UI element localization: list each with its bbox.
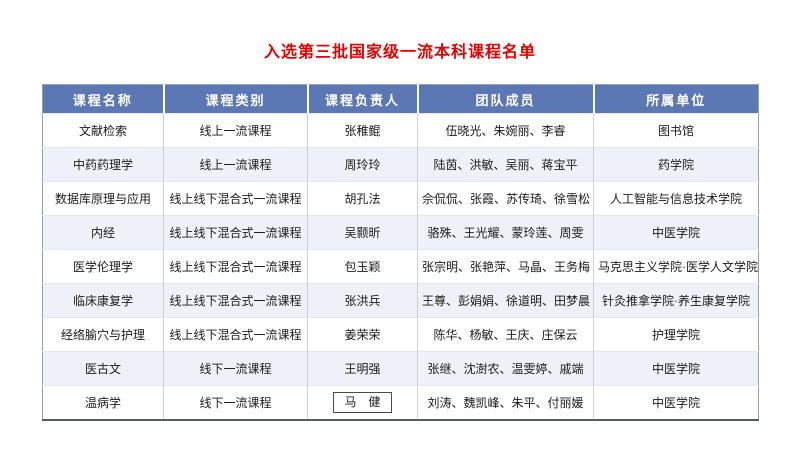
cell-course-category: 线上线下混合式一流课程 — [163, 317, 308, 352]
cell-team-members: 刘涛、魏凯峰、朱平、付丽媛 — [417, 385, 594, 420]
header-course-name: 课程名称 — [42, 84, 164, 114]
table-row: 文献检索 线上一流课程 张稚鲲 伍晓光、朱婉丽、李睿 图书馆 — [42, 113, 759, 148]
table-row: 中药药理学 线上一流课程 周玲玲 陆茵、洪敏、吴丽、蒋宝平 药学院 — [42, 147, 759, 182]
course-table-container: 课程名称 课程类别 课程负责人 团队成员 所属单位 文献检索 线上一流课程 张稚鲲伍… — [42, 84, 759, 421]
cell-course-category: 线上一流课程 — [163, 113, 308, 148]
cell-team-members: 陆茵、洪敏、吴丽、蒋宝平 — [417, 147, 594, 182]
cell-team-members: 伍晓光、朱婉丽、李睿 — [417, 113, 594, 148]
cell-unit: 中医学院 — [593, 385, 759, 420]
cell-course-category: 线上线下混合式一流课程 — [163, 215, 308, 250]
cell-team-members: 骆殊、王光耀、蒙玲莲、周雯 — [417, 215, 594, 250]
table-row: 经络腧穴与护理 线上线下混合式一流课程 姜荣荣 陈华、杨敏、王庆、庄保云 护理学院 — [42, 317, 759, 352]
cell-course-name: 中药药理学 — [42, 147, 164, 182]
cell-unit: 药学院 — [593, 147, 759, 182]
cell-course-category: 线上线下混合式一流课程 — [163, 181, 308, 216]
table-row: 内经 线上线下混合式一流课程 吴颢昕 骆殊、王光耀、蒙玲莲、周雯 中医学院 — [42, 215, 759, 250]
table-row: 温病学 线下一流课程 马 健 刘涛、魏凯峰、朱平、付丽媛 中医学院 — [42, 385, 759, 420]
cell-course-leader: 张稚鲲 — [307, 113, 418, 148]
cell-team-members: 张继、沈澍农、温雯婷、戚端 — [417, 351, 594, 386]
header-row: 课程名称 课程类别 课程负责人 团队成员 所属单位 — [42, 84, 759, 114]
cell-team-members: 陈华、杨敏、王庆、庄保云 — [417, 317, 594, 352]
cell-unit: 中医学院 — [593, 351, 759, 386]
header-course-leader: 课程负责人 — [306, 84, 418, 114]
course-table: 课程名称 课程类别 课程负责人 团队成员 所属单位 文献检索 线上一流课程 张稚鲲伍… — [42, 84, 759, 421]
leader-textbox[interactable]: 马 健 — [333, 392, 392, 413]
cell-course-name: 数据库原理与应用 — [42, 181, 164, 216]
table-row: 医古文 线下一流课程 王明强 张继、沈澍农、温雯婷、戚端 中医学院 — [42, 351, 759, 386]
cell-team-members: 王尊、彭娟娟、徐道明、田梦晨 — [417, 283, 594, 318]
table-row: 医学伦理学 线上线下混合式一流课程 包玉颖 张宗明、张艳萍、马晶、王务梅 马克思主义学院… — [42, 249, 759, 284]
cell-team-members: 佘侃侃、张霞、苏传琦、徐雪松 — [417, 181, 594, 216]
table-row: 临床康复学 线上线下混合式一流课程 张洪兵 王尊、彭娟娟、徐道明、田梦晨 针灸推拿学院·… — [42, 283, 759, 318]
cell-course-category: 线上线下混合式一流课程 — [163, 283, 308, 318]
cell-course-leader: 包玉颖 — [307, 249, 418, 284]
cell-course-leader: 吴颢昕 — [307, 215, 418, 250]
cell-course-leader: 姜荣荣 — [307, 317, 418, 352]
page-title: 入选第三批国家级一流本科课程名单 — [263, 44, 536, 61]
cell-course-category: 线上一流课程 — [163, 147, 308, 182]
cell-course-name: 医学伦理学 — [42, 249, 164, 284]
header-team-members: 团队成员 — [416, 84, 594, 114]
cell-unit: 图书馆 — [593, 113, 759, 148]
header-course-category: 课程类别 — [162, 84, 308, 114]
cell-course-name: 临床康复学 — [42, 283, 164, 318]
cell-unit: 护理学院 — [593, 317, 759, 352]
cell-course-name: 经络腧穴与护理 — [42, 317, 164, 352]
cell-team-members: 张宗明、张艳萍、马晶、王务梅 — [417, 249, 594, 284]
cell-course-category: 线下一流课程 — [163, 385, 308, 420]
table-body: 文献检索 线上一流课程 张稚鲲 伍晓光、朱婉丽、李睿 图书馆 中药药理学 线上一流课程 周玲玲… — [42, 113, 759, 420]
cell-unit: 针灸推拿学院·养生康复学院 — [593, 283, 759, 318]
cell-course-name: 温病学 — [42, 385, 164, 420]
table-row: 数据库原理与应用 线上线下混合式一流课程 胡孔法 佘侃侃、张霞、苏传琦、徐雪松 人工智能… — [42, 181, 759, 216]
cell-unit: 马克思主义学院·医学人文学院 — [593, 249, 759, 284]
cell-course-leader: 王明强 — [307, 351, 418, 386]
table-header: 课程名称 课程类别 课程负责人 团队成员 所属单位 — [42, 84, 759, 114]
cell-course-name: 文献检索 — [42, 113, 164, 148]
cell-unit: 中医学院 — [593, 215, 759, 250]
cell-course-name: 医古文 — [42, 351, 164, 386]
cell-course-leader: 周玲玲 — [307, 147, 418, 182]
cell-unit: 人工智能与信息技术学院 — [593, 181, 759, 216]
cell-course-category: 线下一流课程 — [163, 351, 308, 386]
cell-course-category: 线上线下混合式一流课程 — [163, 249, 308, 284]
header-unit: 所属单位 — [592, 84, 759, 114]
cell-course-name: 内经 — [42, 215, 164, 250]
cell-course-leader: 胡孔法 — [307, 181, 418, 216]
cell-course-leader: 张洪兵 — [307, 283, 418, 318]
cell-course-leader: 马 健 — [307, 385, 418, 420]
